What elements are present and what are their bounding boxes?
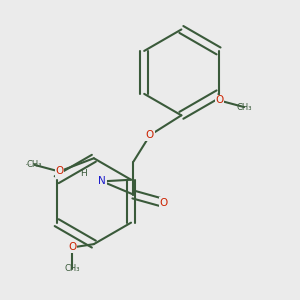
Text: O: O	[55, 167, 63, 176]
Text: O: O	[159, 198, 167, 208]
Text: H: H	[81, 169, 87, 178]
Text: O: O	[68, 242, 76, 252]
Text: N: N	[98, 176, 106, 186]
Text: O: O	[215, 95, 224, 106]
Text: O: O	[146, 130, 154, 140]
Text: methoxy: methoxy	[26, 164, 33, 166]
Text: CH₃: CH₃	[236, 103, 252, 112]
Text: CH₃: CH₃	[27, 160, 42, 169]
Text: CH₃: CH₃	[64, 264, 80, 273]
